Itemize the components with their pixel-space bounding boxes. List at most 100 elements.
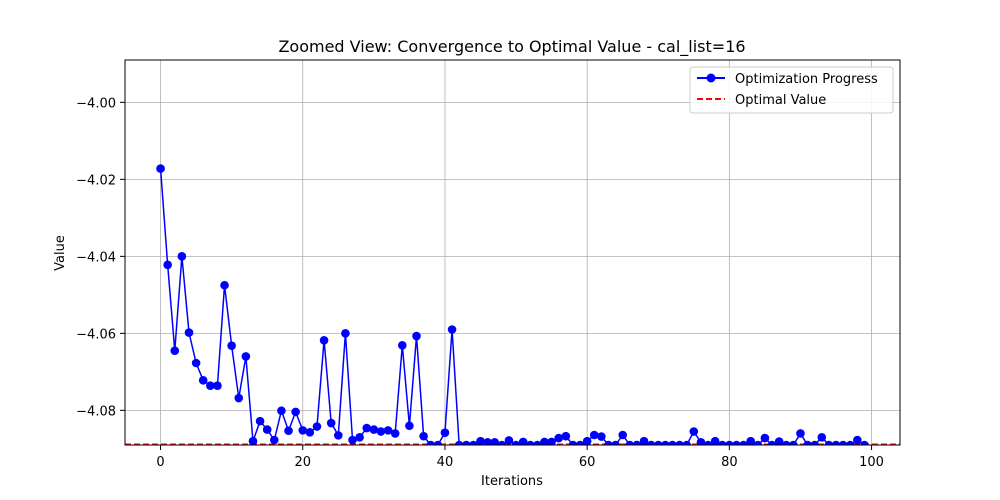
optimization-progress-point: [625, 440, 635, 445]
legend-label-optimization-progress: Optimization Progress: [735, 72, 878, 87]
optimization-progress-point: [710, 436, 720, 445]
optimization-progress-point: [511, 440, 521, 445]
chart-title: Zoomed View: Convergence to Optimal Valu…: [278, 37, 745, 57]
data-layer: [125, 164, 900, 445]
optimization-progress-point: [767, 440, 777, 445]
optimization-progress-point: [717, 440, 727, 445]
optimization-progress-point: [589, 430, 599, 440]
plot-frame: [124, 59, 901, 446]
optimization-progress-point: [326, 418, 336, 428]
optimization-progress-point: [703, 440, 713, 445]
optimization-progress-point: [227, 341, 236, 350]
y-tick-label: −4.02: [76, 173, 116, 188]
optimization-progress-point: [376, 427, 386, 436]
optimization-progress-point: [774, 437, 784, 445]
optimization-progress-point: [490, 438, 500, 445]
optimization-progress-point: [725, 440, 734, 445]
optimization-progress-point: [334, 431, 343, 440]
optimization-progress-point: [298, 426, 308, 435]
optimization-progress-point: [248, 436, 258, 445]
x-tick-label: 100: [859, 455, 884, 470]
optimization-progress-point: [575, 440, 585, 445]
optimization-progress-point: [241, 352, 251, 361]
optimization-progress-point: [497, 440, 507, 445]
x-tick-label: 20: [294, 455, 311, 470]
legend-label-optimal-value: Optimal Value: [735, 93, 826, 108]
optimization-progress-point: [206, 381, 215, 391]
optimization-progress-point: [810, 440, 819, 445]
optimization-progress-point: [618, 430, 628, 440]
optimization-progress-point: [561, 431, 571, 441]
optimization-progress-point: [390, 429, 400, 438]
optimization-progress-point: [483, 438, 492, 445]
optimization-progress-point: [611, 440, 620, 445]
optimization-progress-point: [234, 393, 244, 403]
optimization-progress-point: [547, 437, 556, 445]
optimization-progress-point: [831, 440, 841, 445]
optimization-progress-point: [582, 436, 592, 445]
optimization-progress-point: [454, 440, 464, 445]
optimization-progress-point: [753, 440, 763, 445]
optimization-progress-point: [476, 436, 485, 445]
optimization-progress-point: [838, 440, 848, 445]
optimization-progress-point: [518, 437, 528, 445]
x-tick-label: 40: [437, 455, 454, 470]
optimization-progress-point: [198, 376, 208, 385]
optimization-progress-point: [732, 440, 741, 445]
optimization-progress-point: [554, 433, 564, 443]
optimization-progress-point: [191, 358, 201, 368]
optimization-progress-point: [632, 440, 642, 445]
legend-marker-optimization-progress: [706, 73, 716, 83]
x-tick-label: 80: [721, 455, 738, 470]
optimization-progress-point: [789, 440, 798, 445]
optimization-progress-point: [668, 440, 677, 445]
optimization-progress-point: [426, 440, 436, 445]
optimization-progress-point: [597, 432, 606, 441]
optimization-progress-point: [817, 433, 827, 442]
optimization-progress-point: [845, 440, 855, 445]
optimization-progress-point: [540, 437, 549, 445]
optimization-progress-point: [760, 433, 770, 443]
optimization-progress-point: [504, 436, 514, 445]
optimization-progress-point: [433, 440, 443, 445]
optimization-progress-point: [270, 435, 279, 445]
optimization-progress-point: [170, 346, 180, 355]
optimization-progress-point: [646, 440, 656, 445]
optimization-progress-point: [860, 440, 869, 445]
optimization-progress-point: [305, 427, 315, 437]
optimization-progress-point: [383, 426, 393, 435]
optimization-progress-point: [405, 421, 414, 431]
optimization-progress-point: [355, 433, 364, 442]
optimization-progress-point: [277, 406, 286, 416]
optimization-progress-point: [156, 164, 165, 173]
optimization-progress-point: [220, 280, 229, 290]
optimization-progress-point: [739, 440, 748, 445]
optimization-progress-point: [781, 440, 791, 445]
y-tick-label: −4.08: [76, 404, 116, 419]
optimization-progress-point: [262, 425, 272, 434]
x-axis-ticks: 0 20 40 60 80 100: [156, 445, 884, 470]
optimization-progress-point: [291, 407, 300, 417]
optimization-progress-point: [419, 431, 428, 441]
x-tick-label: 0: [156, 455, 164, 470]
y-tick-label: −4.00: [76, 96, 116, 111]
optimization-progress-point: [689, 427, 699, 436]
optimization-progress-point: [312, 422, 322, 431]
optimization-progress-point: [369, 425, 379, 434]
y-tick-label: −4.04: [76, 250, 116, 265]
optimization-progress-point: [469, 440, 478, 445]
optimization-progress-point: [362, 423, 372, 433]
optimization-progress-point: [824, 440, 834, 445]
optimization-progress-point: [184, 328, 194, 337]
optimization-progress-point: [796, 429, 805, 438]
optimization-progress-point: [803, 440, 812, 445]
optimization-progress-point: [533, 440, 542, 445]
optimization-progress-point: [746, 436, 755, 445]
legend-box: [689, 66, 894, 114]
optimization-progress-point: [284, 426, 293, 436]
optimization-progress-point: [639, 436, 649, 445]
y-tick-label: −4.06: [76, 327, 116, 342]
optimization-progress-point: [255, 416, 265, 426]
optimization-progress-point: [177, 252, 187, 261]
optimization-progress-point: [461, 440, 471, 445]
